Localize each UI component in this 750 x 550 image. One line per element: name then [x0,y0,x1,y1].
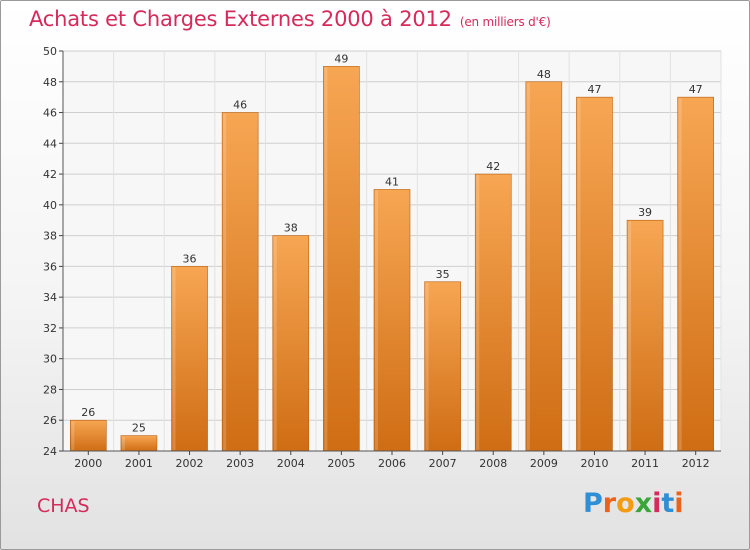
bar-2000 [70,419,107,452]
bar-2011 [626,219,664,452]
bar-2007 [424,281,461,452]
bar-2009 [525,81,563,452]
y-tick-label: 34 [43,291,57,304]
x-tick-label: 2000 [74,457,102,470]
bar-2003 [221,112,259,452]
x-tick-label: 2003 [226,457,254,470]
bar-2008 [474,173,512,452]
bar-highlight [324,67,328,450]
logo-letter: r [602,488,617,519]
x-tick-label: 2008 [479,457,507,470]
proxiti-logo: Proxiti [583,488,684,519]
value-label: 46 [233,99,247,112]
bars [70,66,714,452]
x-tick-label: 2009 [530,457,558,470]
x-tick-label: 2010 [580,457,608,470]
y-tick-label: 44 [43,137,57,150]
value-label: 49 [334,52,348,65]
y-tick-label: 50 [43,45,57,58]
value-label: 25 [132,422,146,435]
bar-highlight [577,98,581,451]
location-label: CHAS [37,495,90,517]
value-label: 35 [436,268,450,281]
value-label: 42 [486,160,500,173]
bar-2012 [677,96,714,452]
bar-highlight [71,421,75,450]
logo-letter: o [616,488,635,519]
bar-highlight [476,175,480,451]
x-tick-label: 2002 [176,457,204,470]
logo-letter: P [583,488,603,519]
bar-highlight [273,236,277,450]
x-tick-label: 2004 [277,457,305,470]
value-label: 47 [689,83,703,96]
bar-highlight [375,190,378,450]
x-tick-label: 2007 [429,457,457,470]
y-tick-label: 42 [43,168,57,181]
y-tick-label: 48 [43,76,57,89]
value-label: 47 [587,83,601,96]
bar-highlight [172,267,176,450]
value-label: 38 [284,222,298,235]
x-tick-label: 2005 [327,457,355,470]
logo-letter: t [661,488,675,519]
logo-letter: i [652,488,662,519]
bar-2002 [171,266,208,452]
bar-2005 [323,66,360,452]
bar-2001 [120,435,158,452]
logo-letter: i [674,488,684,519]
chart-unit-label: (en milliers d'€) [459,15,551,29]
x-tick-label: 2006 [378,457,406,470]
bar-highlight [526,82,530,451]
y-tick-label: 46 [43,107,57,120]
value-label: 48 [537,68,551,81]
x-axis-ticks: 2000 2001 2002 2003 2004 2005 2006 2007 2008 2009… [74,451,710,470]
y-tick-label: 26 [43,414,57,427]
y-tick-label: 24 [43,445,57,458]
bar-2006 [373,189,411,452]
y-axis-ticks: 24 26 28 30 32 34 36 38 40 42 44 46 48 50 [43,45,63,458]
y-tick-label: 32 [43,322,57,335]
value-label: 41 [385,175,399,188]
x-tick-label: 2012 [682,457,710,470]
value-label: 26 [81,406,95,419]
bar-highlight [223,113,227,451]
bar-highlight [425,282,429,450]
x-tick-label: 2011 [631,457,659,470]
value-label: 36 [183,252,197,265]
chart-title: Achats et Charges Externes 2000 à 2012 (e… [29,7,551,31]
x-tick-label: 2001 [125,457,153,470]
y-tick-label: 30 [43,353,57,366]
bar-highlight [121,436,125,450]
y-tick-label: 36 [43,260,57,273]
bar-2010 [576,96,613,452]
bar-highlight [628,221,632,450]
logo-letter: x [634,488,653,519]
data-labels: 26 25 36 46 38 49 41 35 42 48 47 39 47 [81,52,702,434]
y-tick-label: 38 [43,230,57,243]
y-tick-label: 28 [43,383,57,396]
y-tick-label: 40 [43,199,57,212]
chart-title-text: Achats et Charges Externes 2000 à 2012 [29,7,452,31]
bar-2004 [272,235,310,452]
bar-highlight [678,98,682,451]
value-label: 39 [638,206,652,219]
